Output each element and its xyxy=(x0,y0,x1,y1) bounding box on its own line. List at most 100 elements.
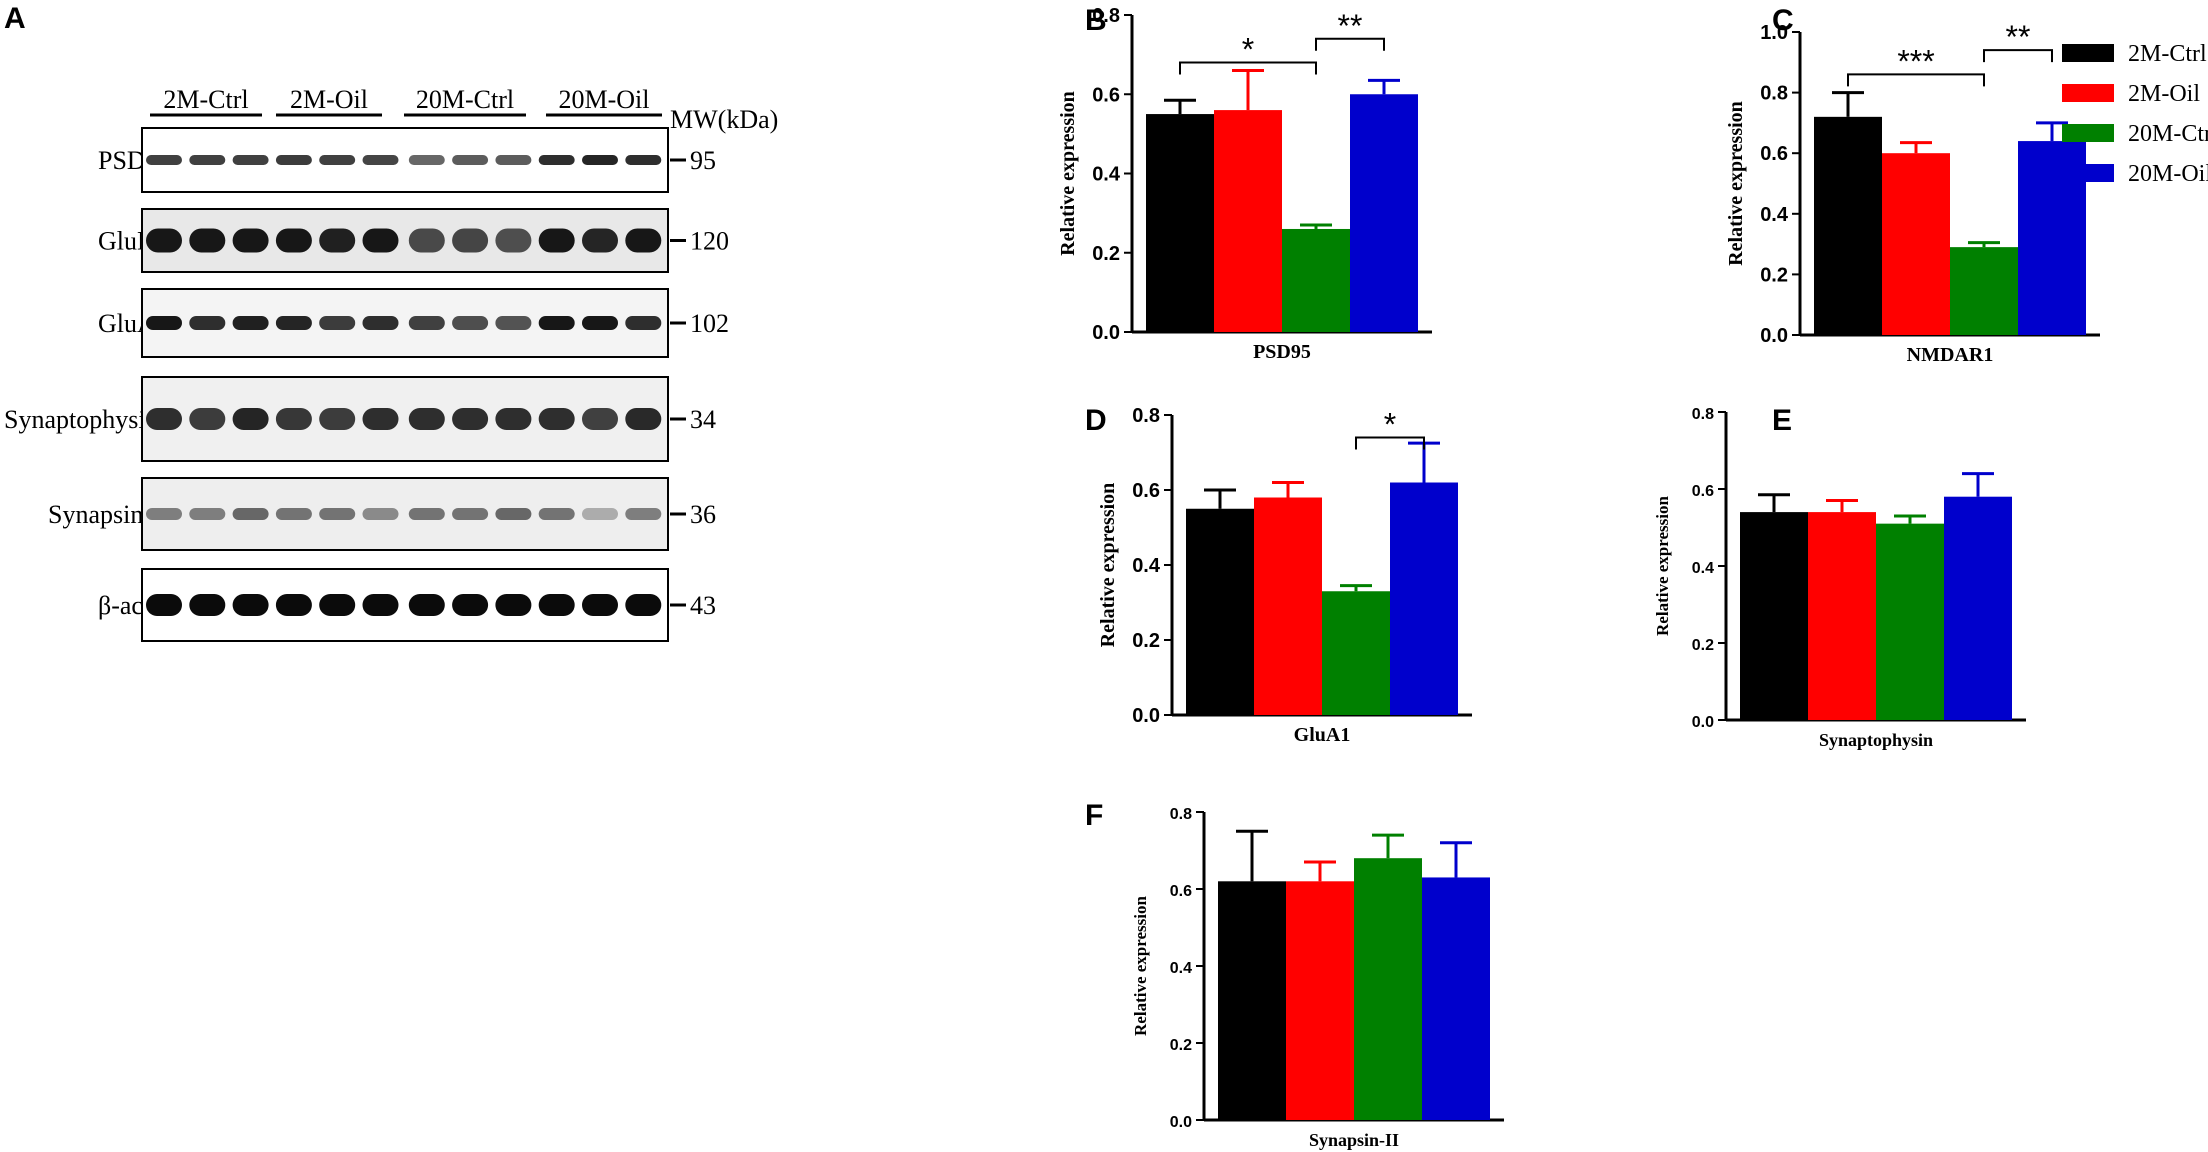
blot-band xyxy=(319,155,356,165)
bar-charts: B 0.0 0.2 0.4 0.6 0.8 Relative expression PSD95… xyxy=(1057,4,2100,1150)
blot-band xyxy=(625,594,662,616)
bar xyxy=(1944,496,2012,720)
blot-band xyxy=(495,408,532,430)
blot-band xyxy=(625,508,662,520)
bar xyxy=(1322,591,1390,715)
legend-label: 20M-Ctrl xyxy=(2128,121,2208,147)
chart-e: E 0.0 0.2 0.4 0.6 0.8 Relative expression Synap… xyxy=(1653,404,2026,750)
blot-band xyxy=(408,316,445,330)
blot-band xyxy=(495,316,532,330)
blot-band xyxy=(232,316,269,330)
y-tick-label: 0.2 xyxy=(1692,637,1714,654)
blot-band xyxy=(538,408,575,430)
blot-band xyxy=(189,594,226,616)
bar xyxy=(1286,881,1354,1120)
y-tick-label: 0.4 xyxy=(1170,960,1192,977)
chart-b: B 0.0 0.2 0.4 0.6 0.8 Relative expression PSD95… xyxy=(1057,4,1432,363)
blot-strip xyxy=(141,376,669,462)
protein-label: Synaptophysin xyxy=(4,405,159,434)
y-tick-label: 0.4 xyxy=(1132,555,1161,577)
mw-value: 36 xyxy=(690,500,716,529)
bar xyxy=(1350,94,1418,332)
blot-band xyxy=(319,316,356,330)
x-axis-label: Synapsin-II xyxy=(1309,1130,1399,1150)
significance-bracket xyxy=(1355,436,1425,450)
blot-band xyxy=(319,508,356,520)
bar xyxy=(1950,247,2018,335)
group-label: 20M-Oil xyxy=(559,85,650,114)
bar xyxy=(1214,110,1282,332)
blot-band xyxy=(408,508,445,520)
blot-band xyxy=(452,594,489,616)
y-tick-label: 1.0 xyxy=(1760,22,1788,44)
x-axis-label: NMDAR1 xyxy=(1907,344,1994,366)
legend-swatch xyxy=(2062,124,2114,142)
blot-band xyxy=(625,228,662,253)
legend-label: 20M-Oil xyxy=(2128,161,2208,187)
y-tick-label: 0.8 xyxy=(1132,405,1160,427)
blot-band xyxy=(452,155,489,165)
blot-band xyxy=(146,408,182,430)
blot-band xyxy=(362,155,399,165)
blot-band xyxy=(452,316,489,330)
bar xyxy=(1740,512,1808,720)
blot-band xyxy=(189,408,226,430)
y-tick-label: 0.6 xyxy=(1760,143,1788,165)
panel-label-d: D xyxy=(1085,404,1107,437)
blot-band xyxy=(232,155,269,165)
blot-band xyxy=(275,594,312,616)
y-tick-label: 0.0 xyxy=(1760,325,1788,347)
panel-label-e: E xyxy=(1772,404,1792,437)
legend-swatch xyxy=(2062,44,2114,62)
legend-label: 2M-Ctrl xyxy=(2128,41,2207,67)
y-tick-label: 0.2 xyxy=(1760,264,1788,286)
y-tick-label: 0.6 xyxy=(1170,883,1192,900)
mw-header: MW(kDa) xyxy=(670,105,778,134)
significance-label: * xyxy=(1384,407,1396,443)
y-tick-label: 0.0 xyxy=(1132,705,1160,727)
blot-band xyxy=(582,508,618,520)
bar xyxy=(1146,114,1214,332)
bar xyxy=(1186,508,1254,715)
blot-band xyxy=(319,594,356,616)
blot-strip xyxy=(141,568,669,642)
blot-band xyxy=(538,594,575,616)
mw-value: 43 xyxy=(690,591,716,620)
blot-band xyxy=(275,228,312,253)
significance-label: ** xyxy=(1338,8,1363,44)
chart-f: F 0.0 0.2 0.4 0.6 0.8 Relative expression Synap… xyxy=(1085,799,1504,1150)
blot-band xyxy=(452,508,489,520)
blot-band xyxy=(232,408,269,430)
panel-label-b: B xyxy=(1085,4,1107,37)
blot-strip xyxy=(141,288,669,358)
blot-band xyxy=(538,316,575,330)
y-axis-label: Relative expression xyxy=(1131,895,1150,1035)
blot-band xyxy=(189,155,226,165)
significance-label: *** xyxy=(1897,43,1934,79)
blot-band xyxy=(319,408,356,430)
western-blot-panel: A2M-Ctrl 2M-Oil 20M-Ctrl 20M-OilMW(kDa)PSD9… xyxy=(4,2,778,642)
blot-band xyxy=(189,228,226,253)
panel-label-c: C xyxy=(1772,4,1794,37)
y-tick-label: 0.2 xyxy=(1170,1037,1192,1054)
group-label: 2M-Ctrl xyxy=(163,85,248,114)
bar xyxy=(1390,482,1458,715)
legend: 2M-Ctrl 2M-Oil 20M-Ctrl 20M-Oil xyxy=(2062,41,2208,187)
mw-value: 34 xyxy=(690,405,716,434)
bar xyxy=(1808,512,1876,720)
y-tick-label: 0.8 xyxy=(1092,5,1120,27)
mw-value: 120 xyxy=(690,227,729,256)
y-tick-label: 0.0 xyxy=(1092,322,1120,344)
y-tick-label: 0.6 xyxy=(1092,84,1120,106)
significance-bracket xyxy=(1847,73,1985,87)
mw-value: 102 xyxy=(690,309,729,338)
blot-band xyxy=(189,316,226,330)
blot-band xyxy=(495,155,532,165)
y-tick-label: 0.4 xyxy=(1092,164,1121,186)
blot-band xyxy=(232,508,269,520)
blot-band xyxy=(362,228,399,253)
y-tick-label: 0.2 xyxy=(1132,630,1160,652)
x-axis-label: Synaptophysin xyxy=(1819,730,1933,750)
blot-band xyxy=(538,508,575,520)
